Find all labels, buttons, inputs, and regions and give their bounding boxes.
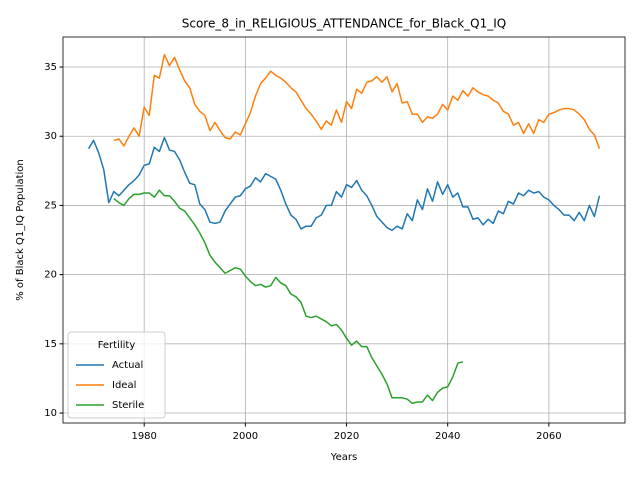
x-tick-label: 1980 — [131, 431, 156, 442]
legend-label: Ideal — [112, 380, 136, 391]
y-tick-label: 30 — [44, 131, 57, 142]
x-tick-label: 2040 — [435, 431, 460, 442]
line-series — [113, 189, 464, 405]
y-tick-label: 15 — [44, 339, 57, 350]
y-tick-label: 20 — [44, 270, 57, 281]
y-tick-label: 10 — [44, 408, 57, 419]
y-tick-label: 25 — [44, 200, 57, 211]
y-tick-label: 35 — [44, 62, 57, 73]
line-series — [87, 136, 601, 232]
x-tick-label: 2020 — [334, 431, 359, 442]
axes-frame — [62, 36, 626, 424]
y-axis-label: % of Black Q1_IQ Population — [15, 159, 26, 301]
chart-title: Score_8_in_RELIGIOUS_ATTENDANCE_for_Blac… — [182, 17, 507, 31]
x-axis-label: Years — [330, 452, 357, 463]
legend-label: Sterile — [112, 400, 144, 411]
legend: Fertility Actual Ideal Sterile — [67, 331, 166, 419]
legend-label: Actual — [112, 360, 143, 371]
x-tick-label: 2060 — [536, 431, 561, 442]
legend-title: Fertility — [98, 340, 136, 351]
line-series — [113, 53, 601, 149]
legend-box — [67, 331, 166, 419]
x-tick-label: 2000 — [233, 431, 258, 442]
